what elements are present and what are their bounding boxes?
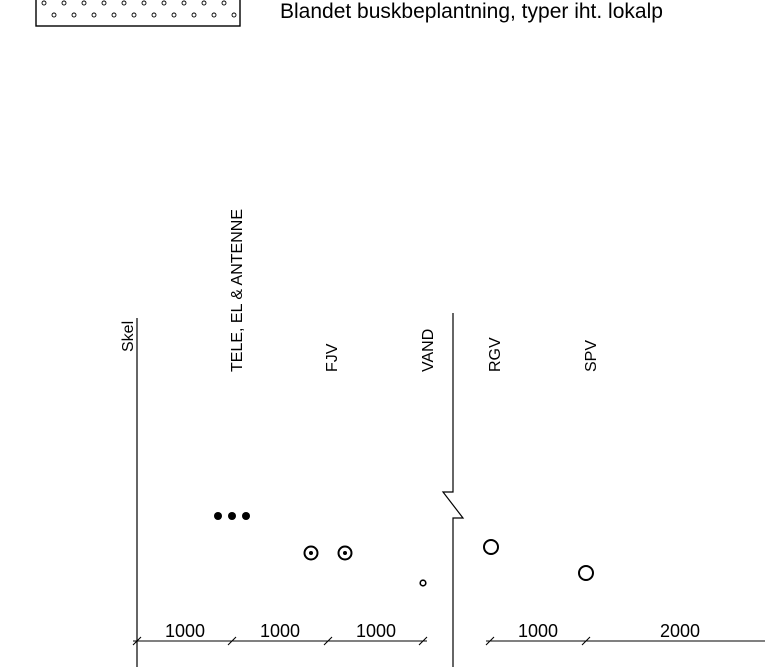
spv-pipe: [578, 565, 594, 581]
vand-pipe: [419, 579, 427, 587]
hatch-dot: [101, 0, 107, 6]
dimension-line-right: [485, 636, 765, 646]
fjv-pipe-return: [337, 545, 353, 561]
label-vand: VAND: [420, 329, 437, 372]
dimension-2: 1000: [260, 621, 300, 641]
hatch-dot: [71, 12, 77, 18]
hatch-dot: [161, 0, 167, 6]
dimension-5: 2000: [660, 621, 700, 641]
hatch-dot: [131, 12, 137, 18]
hatch-dot: [91, 12, 97, 18]
dimension-3: 1000: [356, 621, 396, 641]
hatch-dot: [221, 0, 227, 6]
hatch-dot: [61, 0, 67, 6]
hatch-dot: [141, 0, 147, 6]
hatch-dot: [211, 12, 217, 18]
label-fjv: FJV: [324, 343, 341, 372]
legend-description: Blandet buskbeplantning, typer iht. loka…: [280, 0, 663, 23]
dimension-1: 1000: [165, 621, 205, 641]
rgv-pipe: [483, 539, 499, 555]
hatch-dot: [151, 12, 157, 18]
dimension-4: 1000: [518, 621, 558, 641]
hatch-dot: [231, 12, 237, 18]
tele-cables: [214, 512, 250, 520]
legend-shrub-swatch: [35, 0, 241, 27]
hatch-dot: [51, 12, 57, 18]
hatch-dot: [111, 12, 117, 18]
hatch-dot: [81, 0, 87, 6]
hatch-dot: [41, 0, 47, 6]
label-spv: SPV: [583, 340, 600, 372]
hatch-dot: [201, 0, 207, 6]
hatch-dot: [171, 12, 177, 18]
hatch-dot: [191, 12, 197, 18]
break-line: [441, 313, 465, 667]
label-rgv: RGV: [487, 337, 504, 372]
hatch-dot: [181, 0, 187, 6]
fjv-pipe-supply: [303, 545, 319, 561]
dimension-line-left: [132, 636, 428, 646]
hatch-dot: [121, 0, 127, 6]
label-tele: TELE, EL & ANTENNE: [229, 209, 246, 372]
label-skel: Skel: [120, 321, 137, 352]
